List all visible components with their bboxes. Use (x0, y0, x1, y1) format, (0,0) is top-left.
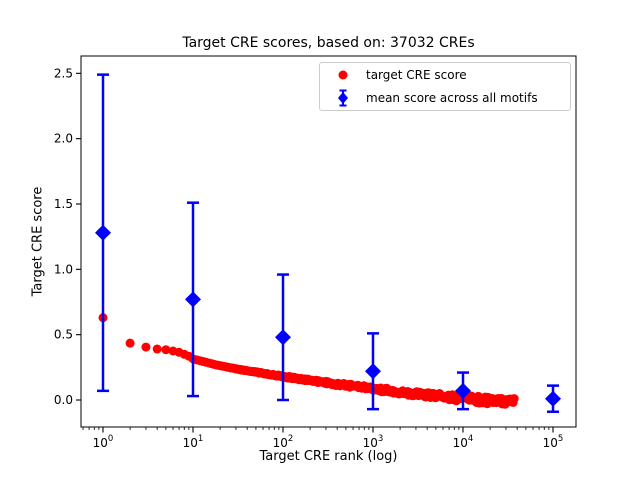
y-tick-label: 0.5 (54, 328, 73, 342)
blue-diamond (275, 329, 291, 346)
red-dot (125, 338, 135, 348)
legend-circle-marker-icon (320, 65, 366, 85)
legend-item: mean score across all motifs (320, 87, 570, 109)
legend-item-label: target CRE score (366, 68, 467, 82)
x-axis-label: Target CRE rank (log) (259, 449, 398, 464)
x-tick-label: 105 (543, 434, 564, 450)
y-tick-label: 0.0 (54, 393, 73, 407)
blue-diamond (545, 390, 561, 407)
blue-diamond (95, 224, 111, 241)
legend-diamond-errorbar-marker-icon (320, 88, 366, 108)
x-tick-label: 102 (273, 434, 294, 450)
red-dot (161, 345, 171, 355)
legend: target CRE score mean score across all m… (319, 62, 571, 111)
red-dot (141, 342, 151, 352)
axes-spines (80, 55, 577, 428)
legend-item: target CRE score (320, 64, 570, 86)
red-dot (152, 344, 162, 354)
y-tick-label: 2.0 (54, 132, 73, 146)
red-dot (509, 394, 519, 404)
x-tick-label: 103 (363, 434, 384, 450)
legend-item-label: mean score across all motifs (366, 91, 538, 105)
x-tick-label: 100 (93, 434, 114, 450)
x-tick-label: 104 (453, 434, 474, 450)
blue-diamond (365, 363, 381, 380)
y-tick-label: 1.0 (54, 262, 73, 276)
y-tick-label: 2.5 (54, 66, 73, 80)
y-tick-label: 1.5 (54, 197, 73, 211)
blue-diamond (455, 382, 471, 399)
blue-diamond (185, 291, 201, 308)
chart-title: Target CRE scores, based on: 37032 CREs (182, 35, 475, 51)
x-tick-label: 101 (183, 434, 204, 450)
